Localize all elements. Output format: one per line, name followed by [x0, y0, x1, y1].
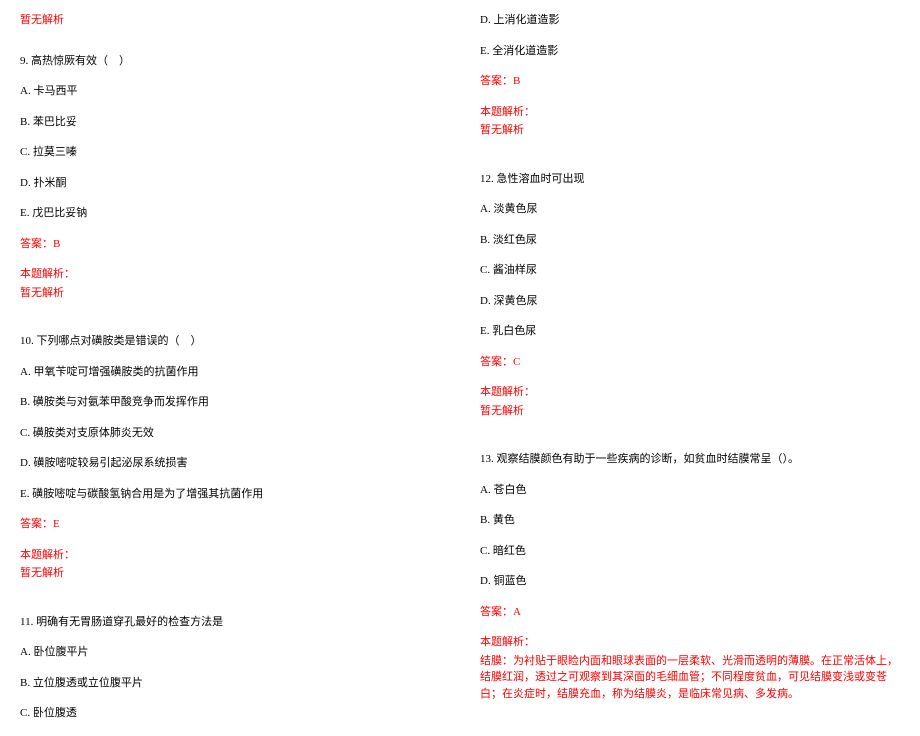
- q12-opt-c: C. 酱油样尿: [480, 262, 900, 279]
- q12-opt-a: A. 淡黄色尿: [480, 201, 900, 218]
- q11-stem: 11. 明确有无胃肠道穿孔最好的检查方法是: [20, 614, 440, 631]
- q13-stem: 13. 观察结膜颜色有助于一些疾病的诊断，如贫血时结膜常呈（）。: [480, 451, 900, 468]
- q10-opt-a: A. 甲氧苄啶可增强磺胺类的抗菌作用: [20, 364, 440, 381]
- q13-opt-c: C. 暗红色: [480, 543, 900, 560]
- q12-opt-b: B. 淡红色尿: [480, 232, 900, 249]
- q13-answer: 答案：A: [480, 604, 900, 621]
- q11-answer: 答案：B: [480, 73, 900, 90]
- q10-opt-d: D. 磺胺嘧啶较易引起泌尿系统损害: [20, 455, 440, 472]
- right-column: D. 上消化道造影 E. 全消化道造影 答案：B 本题解析： 暂无解析 12. …: [480, 12, 900, 736]
- q10-expl-body: 暂无解析: [20, 565, 440, 582]
- q10-answer: 答案：E: [20, 516, 440, 533]
- no-analysis-top: 暂无解析: [20, 12, 440, 29]
- q13-opt-d: D. 铜蓝色: [480, 573, 900, 590]
- q11-opt-e: E. 全消化道造影: [480, 43, 900, 60]
- q12-opt-d: D. 深黄色尿: [480, 293, 900, 310]
- q11-opt-c: C. 卧位腹透: [20, 705, 440, 722]
- q13-expl-label: 本题解析：: [480, 634, 900, 651]
- q12-stem: 12. 急性溶血时可出现: [480, 171, 900, 188]
- q11-opt-d: D. 上消化道造影: [480, 12, 900, 29]
- q9-opt-b: B. 苯巴比妥: [20, 114, 440, 131]
- q12-expl-body: 暂无解析: [480, 403, 900, 420]
- q11-opt-a: A. 卧位腹平片: [20, 644, 440, 661]
- q11-expl-label: 本题解析：: [480, 104, 900, 121]
- q10-opt-b: B. 磺胺类与对氨苯甲酸竞争而发挥作用: [20, 394, 440, 411]
- q9-expl-body: 暂无解析: [20, 285, 440, 302]
- q12-expl-label: 本题解析：: [480, 384, 900, 401]
- q10-opt-e: E. 磺胺嘧啶与碳酸氢钠合用是为了增强其抗菌作用: [20, 486, 440, 503]
- q9-opt-e: E. 戊巴比妥钠: [20, 205, 440, 222]
- two-column-layout: 暂无解析 9. 高热惊厥有效（ ） A. 卡马西平 B. 苯巴比妥 C. 拉莫三…: [20, 12, 900, 736]
- q10-expl-label: 本题解析：: [20, 547, 440, 564]
- q11-opt-b: B. 立位腹透或立位腹平片: [20, 675, 440, 692]
- q11-expl-body: 暂无解析: [480, 122, 900, 139]
- q9-stem: 9. 高热惊厥有效（ ）: [20, 53, 440, 70]
- q13-opt-a: A. 苍白色: [480, 482, 900, 499]
- q9-opt-d: D. 扑米酮: [20, 175, 440, 192]
- q10-stem: 10. 下列哪点对磺胺类是错误的（ ）: [20, 333, 440, 350]
- q12-opt-e: E. 乳白色尿: [480, 323, 900, 340]
- q9-answer: 答案：B: [20, 236, 440, 253]
- left-column: 暂无解析 9. 高热惊厥有效（ ） A. 卡马西平 B. 苯巴比妥 C. 拉莫三…: [20, 12, 440, 736]
- q12-answer: 答案：C: [480, 354, 900, 371]
- q13-expl-body: 结膜：为衬贴于眼睑内面和眼球表面的一层柔软、光滑而透明的薄膜。在正常活体上，结膜…: [480, 653, 900, 703]
- q10-opt-c: C. 磺胺类对支原体肺炎无效: [20, 425, 440, 442]
- q9-expl-label: 本题解析：: [20, 266, 440, 283]
- q13-opt-b: B. 黄色: [480, 512, 900, 529]
- q9-opt-a: A. 卡马西平: [20, 83, 440, 100]
- q9-opt-c: C. 拉莫三嗪: [20, 144, 440, 161]
